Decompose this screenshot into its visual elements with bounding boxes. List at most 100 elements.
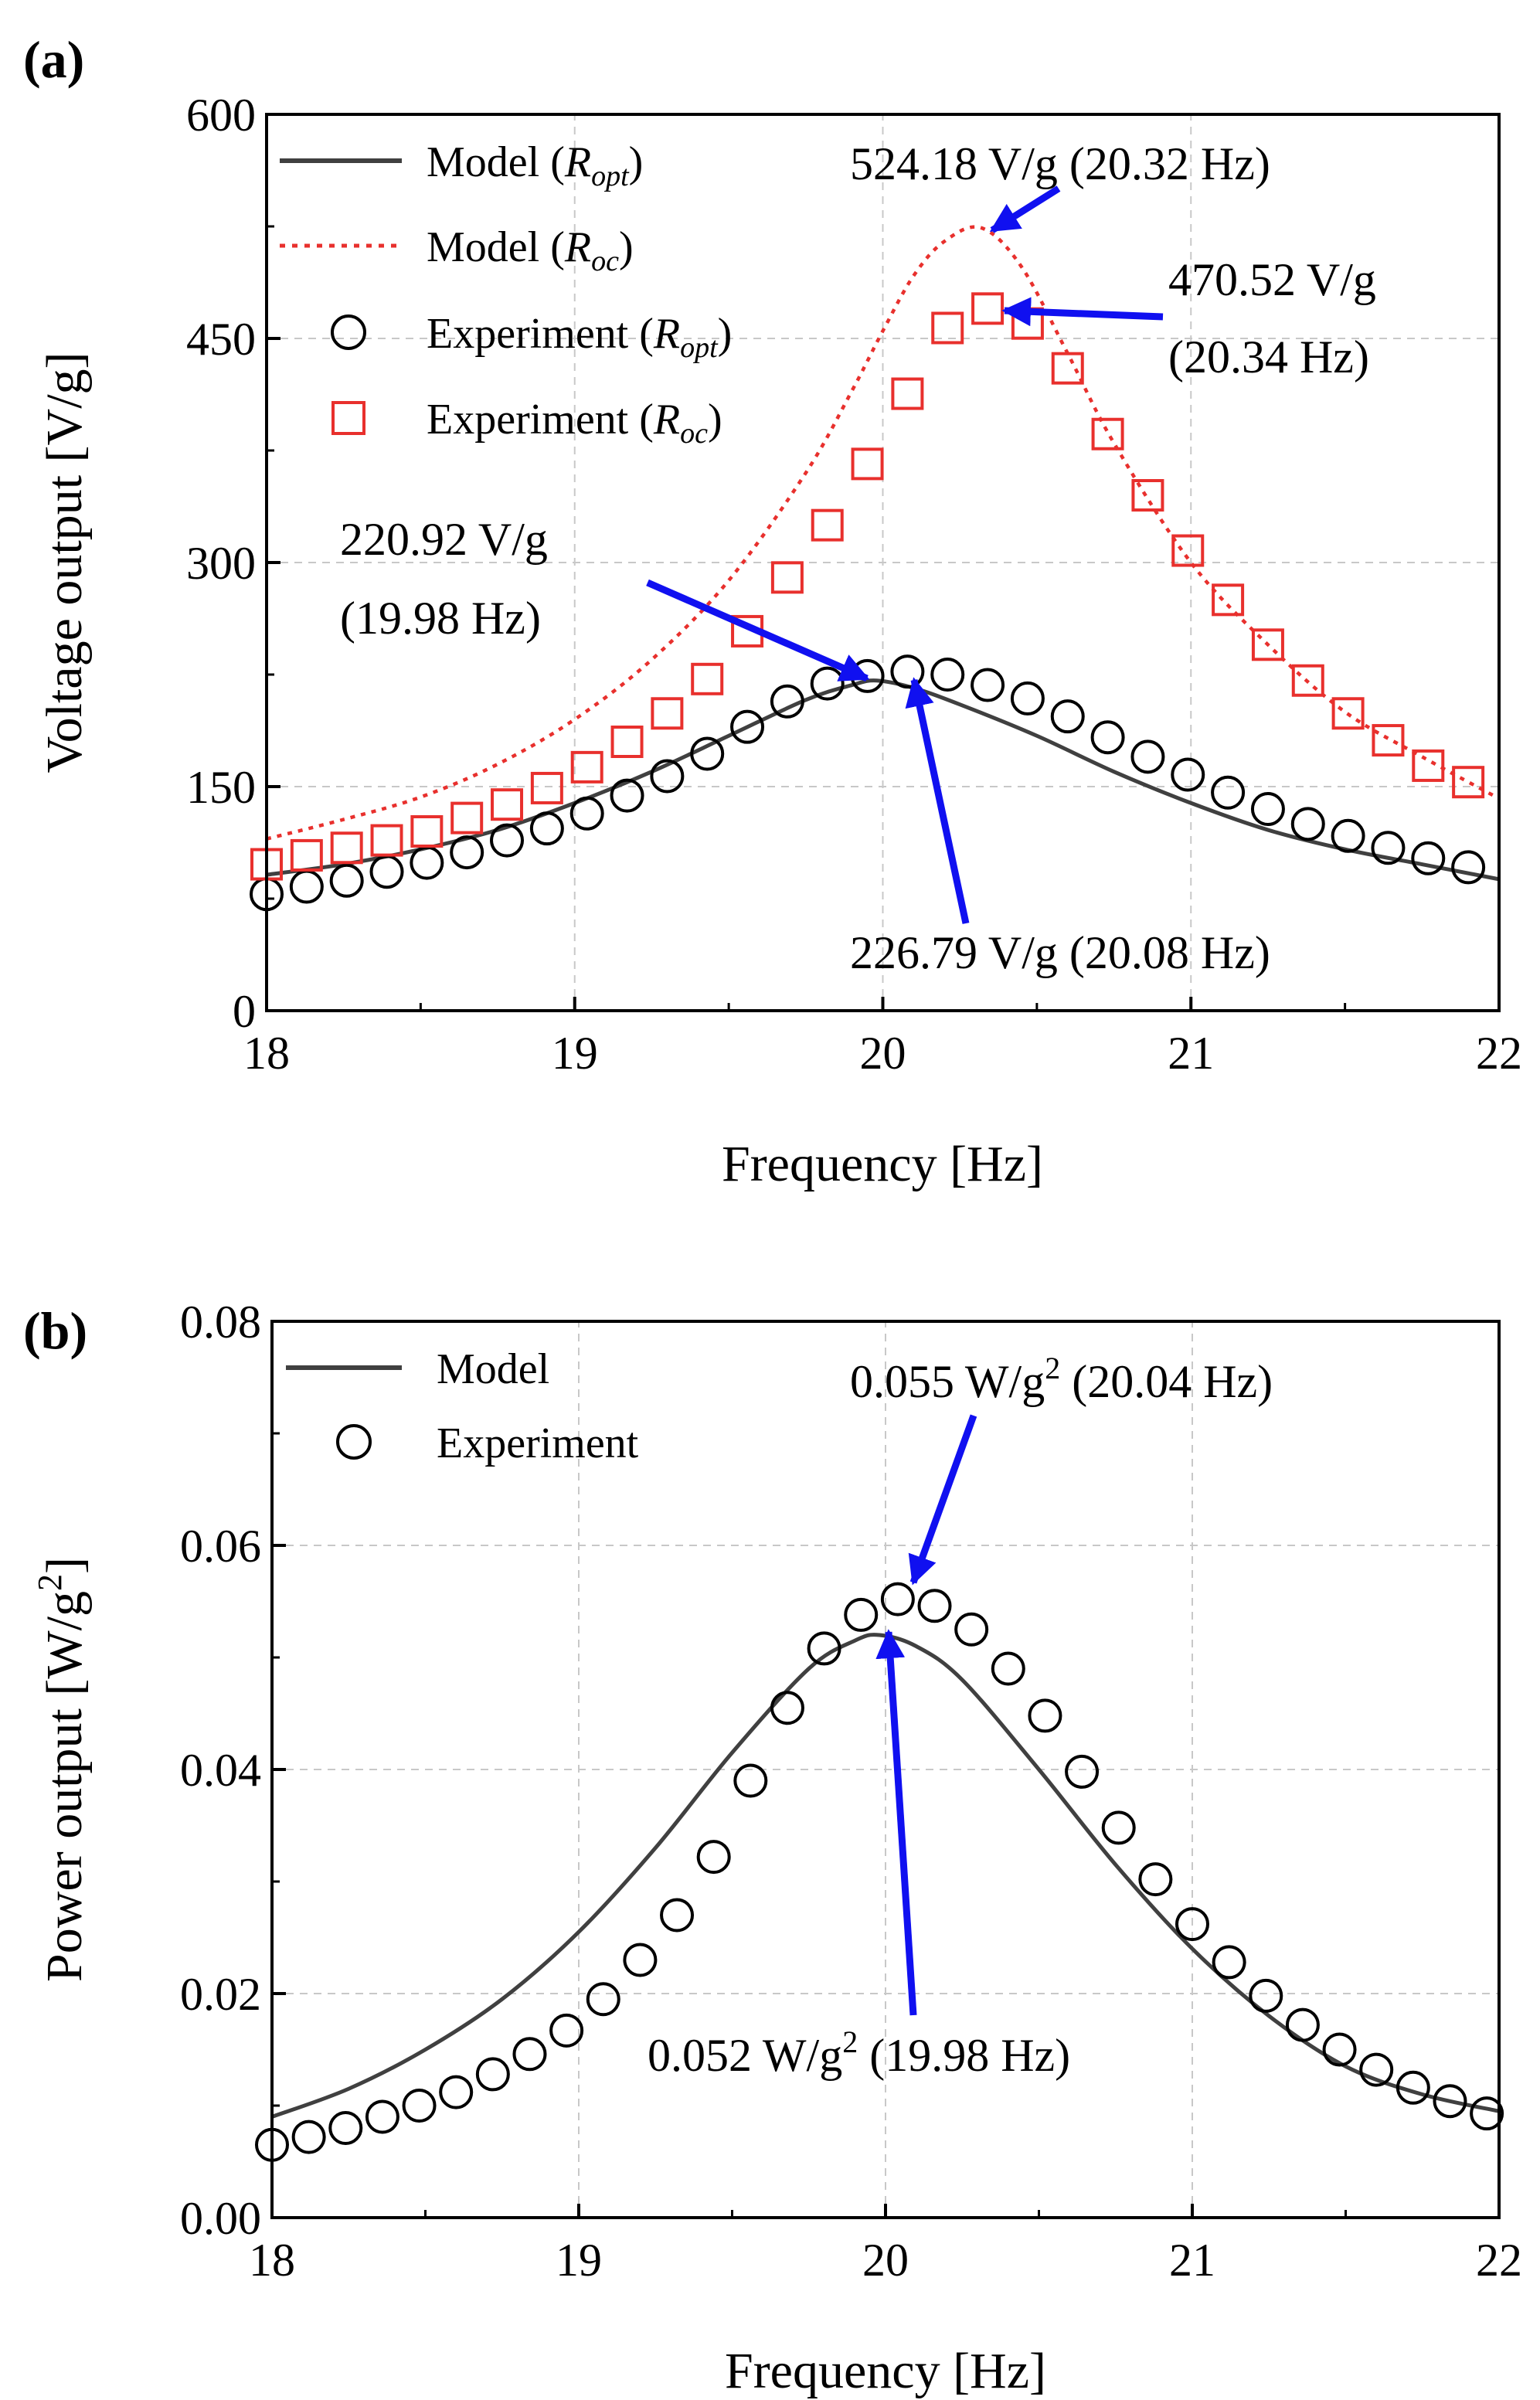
- panel-a-data-point-circle: [450, 835, 484, 870]
- panel-b-data-point-circle: [660, 1898, 695, 1933]
- ylabel-base: Power output [W/g: [36, 1591, 93, 1982]
- annotation-arrow: [905, 677, 970, 924]
- panel-a-y-tick-label: 450: [186, 314, 256, 365]
- panel-b-data-point-circle: [844, 1597, 879, 1632]
- panel-a-x-tick-label: 21: [1168, 1028, 1214, 1079]
- panel-b: (b) 18 19 20 21 22 0.00 0.02 0.04 0.06 0.08 Frequ…: [23, 1297, 1522, 2399]
- legend-subscript: oc: [680, 417, 708, 450]
- annotation-peak-exp-ropt: 226.79 V/g (20.08 Hz): [850, 927, 1270, 978]
- panel-a-data-point-square: [1212, 583, 1245, 617]
- legend-label: Model (: [427, 223, 565, 271]
- annotation-arrow: [875, 1629, 917, 2016]
- panel-a-series-line-0: [266, 678, 1500, 882]
- panel-a-data-point-circle: [690, 736, 725, 771]
- panel-b-data-point-circle: [880, 1582, 915, 1616]
- panel-a-data-point-square: [931, 311, 964, 345]
- panel-b-data-point-circle: [696, 1840, 731, 1875]
- panel-a-data-point-circle: [770, 684, 804, 719]
- legend-item-model-roc: Model (Roc): [280, 223, 634, 277]
- panel-b-data-point-circle: [475, 2057, 510, 2092]
- panel-b-data-point-circle: [1470, 2096, 1504, 2131]
- panel-a-y-tick-label: 0: [233, 986, 256, 1037]
- panel-b-grid: [272, 1321, 1499, 2218]
- legend-subscript: opt: [591, 160, 630, 192]
- svg-text:Experiment (Roc): Experiment (Roc): [427, 396, 722, 450]
- panel-a-data-point-square: [330, 831, 363, 865]
- panel-a-data-point-circle: [971, 668, 1005, 702]
- panel-b-data-point-circle: [623, 1943, 658, 1977]
- panel-b-y-tick-label: 0.04: [180, 1745, 261, 1796]
- legend-subscript: oc: [591, 245, 619, 277]
- panel-b-y-tick-label: 0.02: [180, 1969, 261, 2020]
- panel-a-data-point-circle: [1411, 841, 1446, 875]
- panel-a-data-point-square: [1131, 479, 1164, 512]
- panel-a-x-tick-label: 18: [243, 1028, 290, 1079]
- panel-b-data-point-circle: [1101, 1810, 1136, 1845]
- panel-b-data-point-circle: [1322, 2032, 1357, 2067]
- panel-b-data-point-circle: [1175, 1907, 1209, 1942]
- panel-a-data-point-square: [691, 662, 724, 695]
- panel-a-data-point-square: [1251, 628, 1284, 661]
- panel-b-y-tick-label: 0.06: [180, 1521, 261, 1572]
- panel-a-ticks: 18 19 20 21 22 0 150 300 450 600: [186, 90, 1522, 1079]
- legend-label: Experiment (: [427, 396, 654, 444]
- panel-a-data-point-circle: [569, 796, 604, 831]
- annotation-peak-model-ropt-line2: (19.98 Hz): [340, 593, 541, 644]
- panel-b-data-point-circle: [1212, 1945, 1246, 1980]
- legend-label: Model: [437, 1345, 549, 1393]
- panel-b-data-point-circle: [1065, 1754, 1100, 1789]
- panel-a-data-point-square: [1452, 766, 1485, 799]
- panel-b-data-point-circle: [1138, 1862, 1173, 1897]
- panel-b-legend: Model Experiment: [286, 1345, 639, 1467]
- legend-tail: ): [708, 396, 722, 444]
- panel-b-annotations: 0.055 W/g2 (20.04 Hz) 0.052 W/g2 (19.98 …: [648, 1351, 1273, 2081]
- panel-a-series: [250, 225, 1501, 912]
- panel-b-data-point-circle: [1285, 2007, 1320, 2042]
- legend-label: Experiment: [437, 1419, 639, 1467]
- panel-a-data-point-circle: [369, 855, 404, 889]
- panel-a-data-point-circle: [610, 778, 644, 813]
- panel-a-data-point-circle: [730, 709, 765, 744]
- annotation-peak-experiment: 0.055 W/g2 (20.04 Hz): [850, 1351, 1273, 1407]
- legend-swatch-circle: [336, 1424, 372, 1460]
- panel-a-data-point-square: [610, 726, 644, 758]
- panel-a-data-point-square: [1372, 724, 1405, 757]
- panel-a-data-point-circle: [490, 823, 525, 858]
- panel-b-x-tick-label: 20: [862, 2235, 909, 2286]
- panel-a-data-point-circle: [1211, 775, 1246, 810]
- panel-b-label: (b): [23, 1301, 87, 1360]
- panel-a-data-point-square: [651, 697, 684, 730]
- legend-tail: ): [629, 138, 644, 186]
- panel-a-data-point-circle: [1451, 850, 1486, 885]
- panel-b-x-tick-label: 18: [249, 2235, 295, 2286]
- panel-a-y-axis-label: Voltage output [V/g]: [36, 352, 93, 773]
- panel-a-data-point-circle: [890, 654, 925, 689]
- panel-b-data-point-circle: [1396, 2070, 1430, 2105]
- panel-a-legend: Model ( Ropt) Model (Roc) Experiment (Rop…: [280, 138, 732, 450]
- panel-b-y-tick-label: 0.00: [180, 2193, 261, 2244]
- legend-item-model: Model: [286, 1345, 549, 1393]
- legend-italic-r: R: [653, 396, 680, 444]
- svg-text:Experiment (Ropt): Experiment (Ropt): [427, 310, 732, 364]
- panel-a-data-point-square: [491, 788, 524, 821]
- panel-a-data-point-square: [1331, 697, 1365, 730]
- panel-b-data-point-circle: [586, 1982, 620, 2017]
- annotation-peak-model-ropt-line1: 220.92 V/g: [340, 514, 548, 565]
- panel-b-data-point-circle: [917, 1589, 952, 1623]
- ylabel-superscript: 2: [31, 1574, 69, 1591]
- panel-a-data-point-circle: [1090, 720, 1125, 755]
- panel-b-x-tick-label: 21: [1169, 2235, 1215, 2286]
- panel-b-y-axis-label: Power output [W/g2]: [31, 1557, 93, 1982]
- annotation-peak-exp-roc-line2: (20.34 Hz): [1168, 331, 1369, 382]
- panel-a-data-point-circle: [329, 863, 364, 898]
- panel-a-data-point-circle: [1250, 792, 1285, 826]
- annotation-arrow: [908, 1414, 977, 1586]
- panel-b-data-point-circle: [1359, 2052, 1394, 2087]
- panel-b-data-point-circle: [549, 2013, 584, 2048]
- panel-a-annotations: 524.18 V/g (20.32 Hz) 470.52 V/g (20.34 …: [340, 138, 1376, 978]
- panel-a-data-point-circle: [1290, 807, 1325, 841]
- panel-b-data-point-circle: [402, 2089, 437, 2123]
- panel-a-label: (a): [23, 30, 84, 89]
- panel-a-x-tick-label: 20: [860, 1028, 906, 1079]
